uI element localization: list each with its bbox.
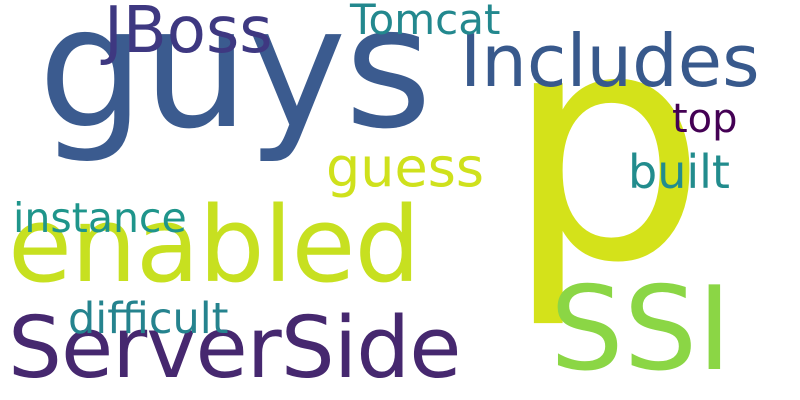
word-top: top xyxy=(672,96,738,142)
word-instance: instance xyxy=(13,194,187,242)
word-ssi: SSI xyxy=(550,262,732,397)
word-tomcat: Tomcat xyxy=(350,0,501,44)
word-guys: guys xyxy=(38,0,432,166)
word-jboss: JBoss xyxy=(104,0,273,68)
word-includes: Includes xyxy=(460,19,760,103)
word-guess: guess xyxy=(326,136,484,199)
word-serverside: ServerSide xyxy=(8,299,462,398)
word-built: built xyxy=(628,145,730,199)
word-enabled: enabled xyxy=(8,184,421,306)
word-p: p xyxy=(505,0,707,332)
word-difficult: difficult xyxy=(68,294,229,344)
